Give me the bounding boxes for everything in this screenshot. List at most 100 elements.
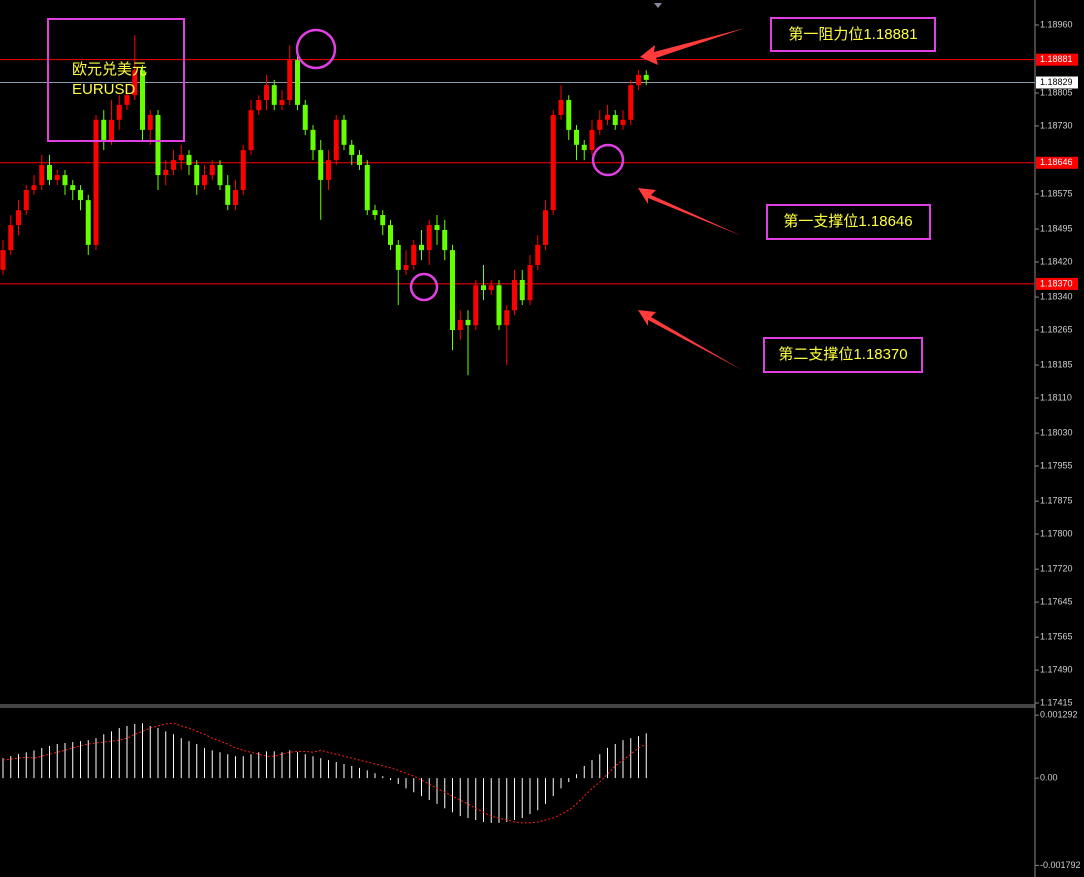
annotation: 第一支撑位1.18646 (783, 212, 912, 230)
candle-body (78, 190, 83, 201)
candle-body (636, 75, 641, 86)
candle-body (450, 250, 455, 330)
candle-body (194, 164, 200, 186)
candle-body (124, 95, 130, 105)
chart-subtitle: EURUSD (72, 81, 136, 98)
candle-body (597, 119, 603, 130)
annotation-box (763, 337, 923, 373)
candle-body (109, 119, 114, 140)
candle-body (264, 85, 269, 101)
annotation: 第一阻力位1.18881 (788, 25, 917, 43)
candle-body (132, 70, 138, 96)
level-label: 1.18829 (1040, 77, 1073, 87)
y-tick-label: -0.001792 (1040, 860, 1081, 870)
level-label-bg (1036, 76, 1078, 89)
candle-body (612, 114, 618, 126)
candle-body (535, 244, 541, 266)
candle-body (310, 129, 316, 151)
candle-body (116, 104, 122, 120)
y-tick-label: 1.17565 (1040, 632, 1073, 642)
candle-body (62, 175, 68, 186)
candle-body (496, 285, 502, 326)
y-tick-label: 1.17645 (1040, 596, 1073, 606)
candle-body (481, 285, 486, 291)
candle-body (581, 144, 587, 151)
candle-body (240, 150, 246, 191)
candle-body (380, 215, 386, 226)
candle-body (403, 265, 409, 270)
candle-body (318, 150, 324, 180)
arrow (640, 28, 745, 65)
candle-body (488, 285, 494, 291)
candle-body (364, 164, 370, 211)
candle-body (426, 225, 432, 251)
candle-body (372, 210, 378, 216)
candle-body (209, 164, 215, 176)
candle-body (295, 60, 300, 105)
y-tick-label: 1.17415 (1040, 697, 1073, 707)
candle-body (550, 114, 556, 211)
candle-body (434, 225, 440, 230)
annotation-box (770, 17, 936, 52)
candle-body (8, 225, 14, 251)
candle-body (457, 319, 463, 330)
level-label-bg (1036, 156, 1078, 169)
candle-body (178, 154, 184, 161)
candle-body (163, 169, 169, 176)
arrow (638, 188, 742, 236)
candle-body (171, 160, 176, 170)
candle-body (186, 154, 192, 165)
candle-body (527, 265, 533, 301)
y-tick-label: 1.17720 (1040, 564, 1073, 574)
candle-body (93, 119, 99, 245)
candle-body (341, 119, 347, 145)
candle-body (302, 104, 308, 130)
candle-body (16, 210, 21, 226)
candle-body (566, 100, 572, 130)
candle-body (326, 160, 331, 180)
candle-body (54, 175, 60, 180)
level-label-bg (1036, 277, 1078, 290)
highlight-circle (591, 143, 625, 177)
y-tick-label: 0.001292 (1040, 710, 1078, 720)
candle-body (47, 164, 52, 180)
y-tick-label: 1.18575 (1040, 188, 1073, 198)
highlight-circle (295, 28, 337, 70)
candle-body (395, 244, 401, 270)
y-tick-label: 1.18265 (1040, 324, 1073, 334)
y-tick-label: 1.17490 (1040, 664, 1073, 674)
candle-body (23, 190, 29, 211)
candle-body (217, 164, 223, 186)
y-tick-label: 0.00 (1040, 772, 1058, 782)
y-tick-label: 1.18110 (1040, 392, 1072, 402)
y-tick-label: 1.17955 (1040, 460, 1073, 470)
candle-body (155, 114, 161, 176)
title-box (47, 18, 185, 142)
candle-body (574, 129, 579, 145)
candle-body (357, 154, 362, 165)
signal-line (2, 722, 647, 824)
candle-body (279, 100, 285, 105)
annotation: 第二支撑位1.18370 (778, 345, 907, 363)
candle-body (31, 185, 37, 191)
level-label: 1.18370 (1040, 278, 1073, 288)
candle-body (512, 279, 517, 311)
level-label: 1.18881 (1040, 54, 1073, 64)
y-tick-label: 1.18420 (1040, 256, 1073, 266)
candle-body (519, 279, 525, 301)
candle-body (147, 114, 153, 130)
y-tick-label: 1.18030 (1040, 427, 1073, 437)
level-label-bg (1036, 53, 1078, 66)
level-label: 1.18646 (1040, 157, 1073, 167)
arrow (638, 310, 742, 370)
candle-body (465, 319, 471, 326)
candle-body (504, 310, 510, 326)
candle-body (558, 100, 564, 115)
y-tick-label: 1.17875 (1040, 496, 1073, 506)
y-tick-label: 1.18805 (1040, 87, 1073, 97)
y-tick-label: 1.17800 (1040, 528, 1073, 538)
highlight-circle (409, 272, 439, 302)
